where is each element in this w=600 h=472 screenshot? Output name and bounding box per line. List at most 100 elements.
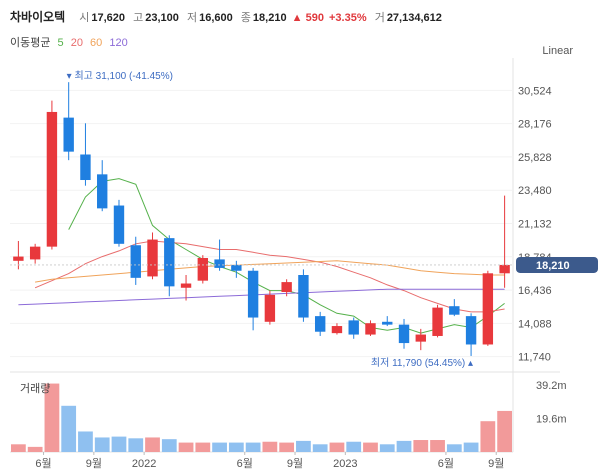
ma-60-line (35, 260, 505, 283)
time-tick-label: 2023 (333, 458, 357, 470)
volume-bar (111, 436, 127, 452)
quote-header: 차바이오텍 시 17,620 고 23,100 저 16,600 종 18,210 ▲ … (10, 8, 442, 25)
candle-body (365, 323, 376, 335)
time-tick-label: 9월 (287, 457, 303, 470)
candle-body (231, 265, 242, 271)
volume-bar (11, 444, 26, 452)
open-value: 17,620 (91, 12, 126, 24)
volume-bar (346, 441, 362, 452)
volume-bar (145, 437, 160, 452)
volume-value: 27,134,612 (386, 12, 442, 24)
candle-body (482, 273, 494, 345)
candle-body (247, 270, 259, 318)
volume-bar (178, 442, 194, 452)
price-tick-label: 11,740 (518, 352, 551, 364)
candle-body (281, 282, 292, 293)
change-percent: +3.35% (329, 12, 367, 24)
stock-name: 차바이오텍 (10, 10, 66, 24)
price-tick-label: 30,524 (518, 85, 552, 97)
candle-body (499, 264, 510, 274)
high-annotation: ▾ 최고 31,100 (-41.45%) (67, 70, 173, 82)
candle-body (214, 259, 225, 268)
candle-body (80, 154, 91, 181)
candle-body (147, 239, 158, 277)
candle-body (46, 111, 58, 247)
candle-body (180, 283, 192, 288)
volume-bar (497, 410, 512, 452)
candle-body (348, 320, 359, 335)
volume-bar (78, 431, 93, 452)
volume-bar (195, 442, 211, 452)
current-price-tag (516, 256, 598, 273)
volume-bar (27, 446, 43, 452)
open-label: 시 (79, 12, 90, 24)
candle-body (130, 245, 141, 278)
candle-body (398, 324, 410, 344)
price-tick-label: 28,176 (518, 119, 552, 131)
candle-body (29, 246, 41, 260)
volume-bar (212, 442, 227, 452)
volume-bar (430, 440, 445, 452)
moving-average-title: 이동평균 (10, 37, 51, 49)
volume-bar (463, 442, 479, 452)
volume-bar (262, 441, 278, 452)
volume-bar (128, 438, 144, 452)
moving-average-legend: 이동평균 5 20 60 120 (10, 34, 132, 50)
price-tick-label: 25,828 (518, 152, 552, 164)
volume-bar (161, 439, 177, 452)
candle-body (13, 256, 24, 261)
candle-body (382, 321, 393, 325)
time-tick-label: 9월 (488, 457, 504, 470)
candle-body (264, 294, 276, 322)
high-label: 고 (133, 12, 144, 24)
ma-5-toggle[interactable]: 5 (57, 37, 64, 49)
volume-bar (446, 444, 462, 452)
volume-bar (379, 444, 395, 452)
price-tick-label: 14,088 (518, 318, 552, 330)
candle-body (415, 334, 426, 342)
price-tick-label: 23,480 (518, 185, 552, 197)
high-value: 23,100 (145, 12, 179, 24)
volume-bar (396, 440, 412, 452)
ma-60-toggle[interactable]: 60 (90, 37, 103, 49)
volume-bar (245, 442, 261, 452)
candle-body (432, 307, 443, 336)
ma-120-toggle[interactable]: 120 (109, 37, 128, 49)
low-value: 16,600 (199, 12, 233, 24)
close-value: 18,210 (252, 12, 287, 24)
ma-120-line (18, 288, 505, 306)
volume-bar (279, 442, 295, 452)
candle-body (197, 257, 209, 281)
volume-bar (296, 440, 311, 452)
time-tick-label: 9월 (86, 457, 102, 470)
low-annotation: 최저 11,790 (54.45%) ▴ (371, 357, 473, 369)
ma-20-toggle[interactable]: 20 (70, 37, 83, 49)
volume-bar (94, 437, 110, 452)
candle-body (449, 306, 460, 315)
price-tick-label: 16,436 (518, 285, 552, 297)
candle-body (465, 316, 477, 345)
volume-bar (480, 421, 496, 452)
low-label: 저 (186, 12, 198, 24)
candle-body (63, 117, 74, 152)
candle-body (298, 275, 309, 318)
time-tick-label: 2022 (132, 458, 156, 470)
price-tick-label: 21,132 (518, 219, 552, 231)
volume-bar (329, 442, 345, 452)
change-value: ▲ 590 (291, 12, 324, 24)
volume-bar (363, 442, 378, 452)
volume-bar (61, 405, 77, 452)
volume-bar (312, 444, 328, 452)
time-tick-label: 6월 (35, 457, 51, 470)
candle-body (314, 316, 326, 332)
volume-label: 거 (374, 12, 385, 24)
candle-body (164, 238, 175, 287)
scale-toggle-button[interactable]: Linear (542, 45, 573, 57)
volume-bar (228, 442, 244, 452)
candle-body (331, 326, 343, 334)
volume-bar (413, 440, 429, 452)
volume-tick-label: 19.6m (536, 413, 567, 425)
time-tick-label: 6월 (237, 457, 253, 470)
volume-tick-label: 39.2m (536, 380, 567, 392)
